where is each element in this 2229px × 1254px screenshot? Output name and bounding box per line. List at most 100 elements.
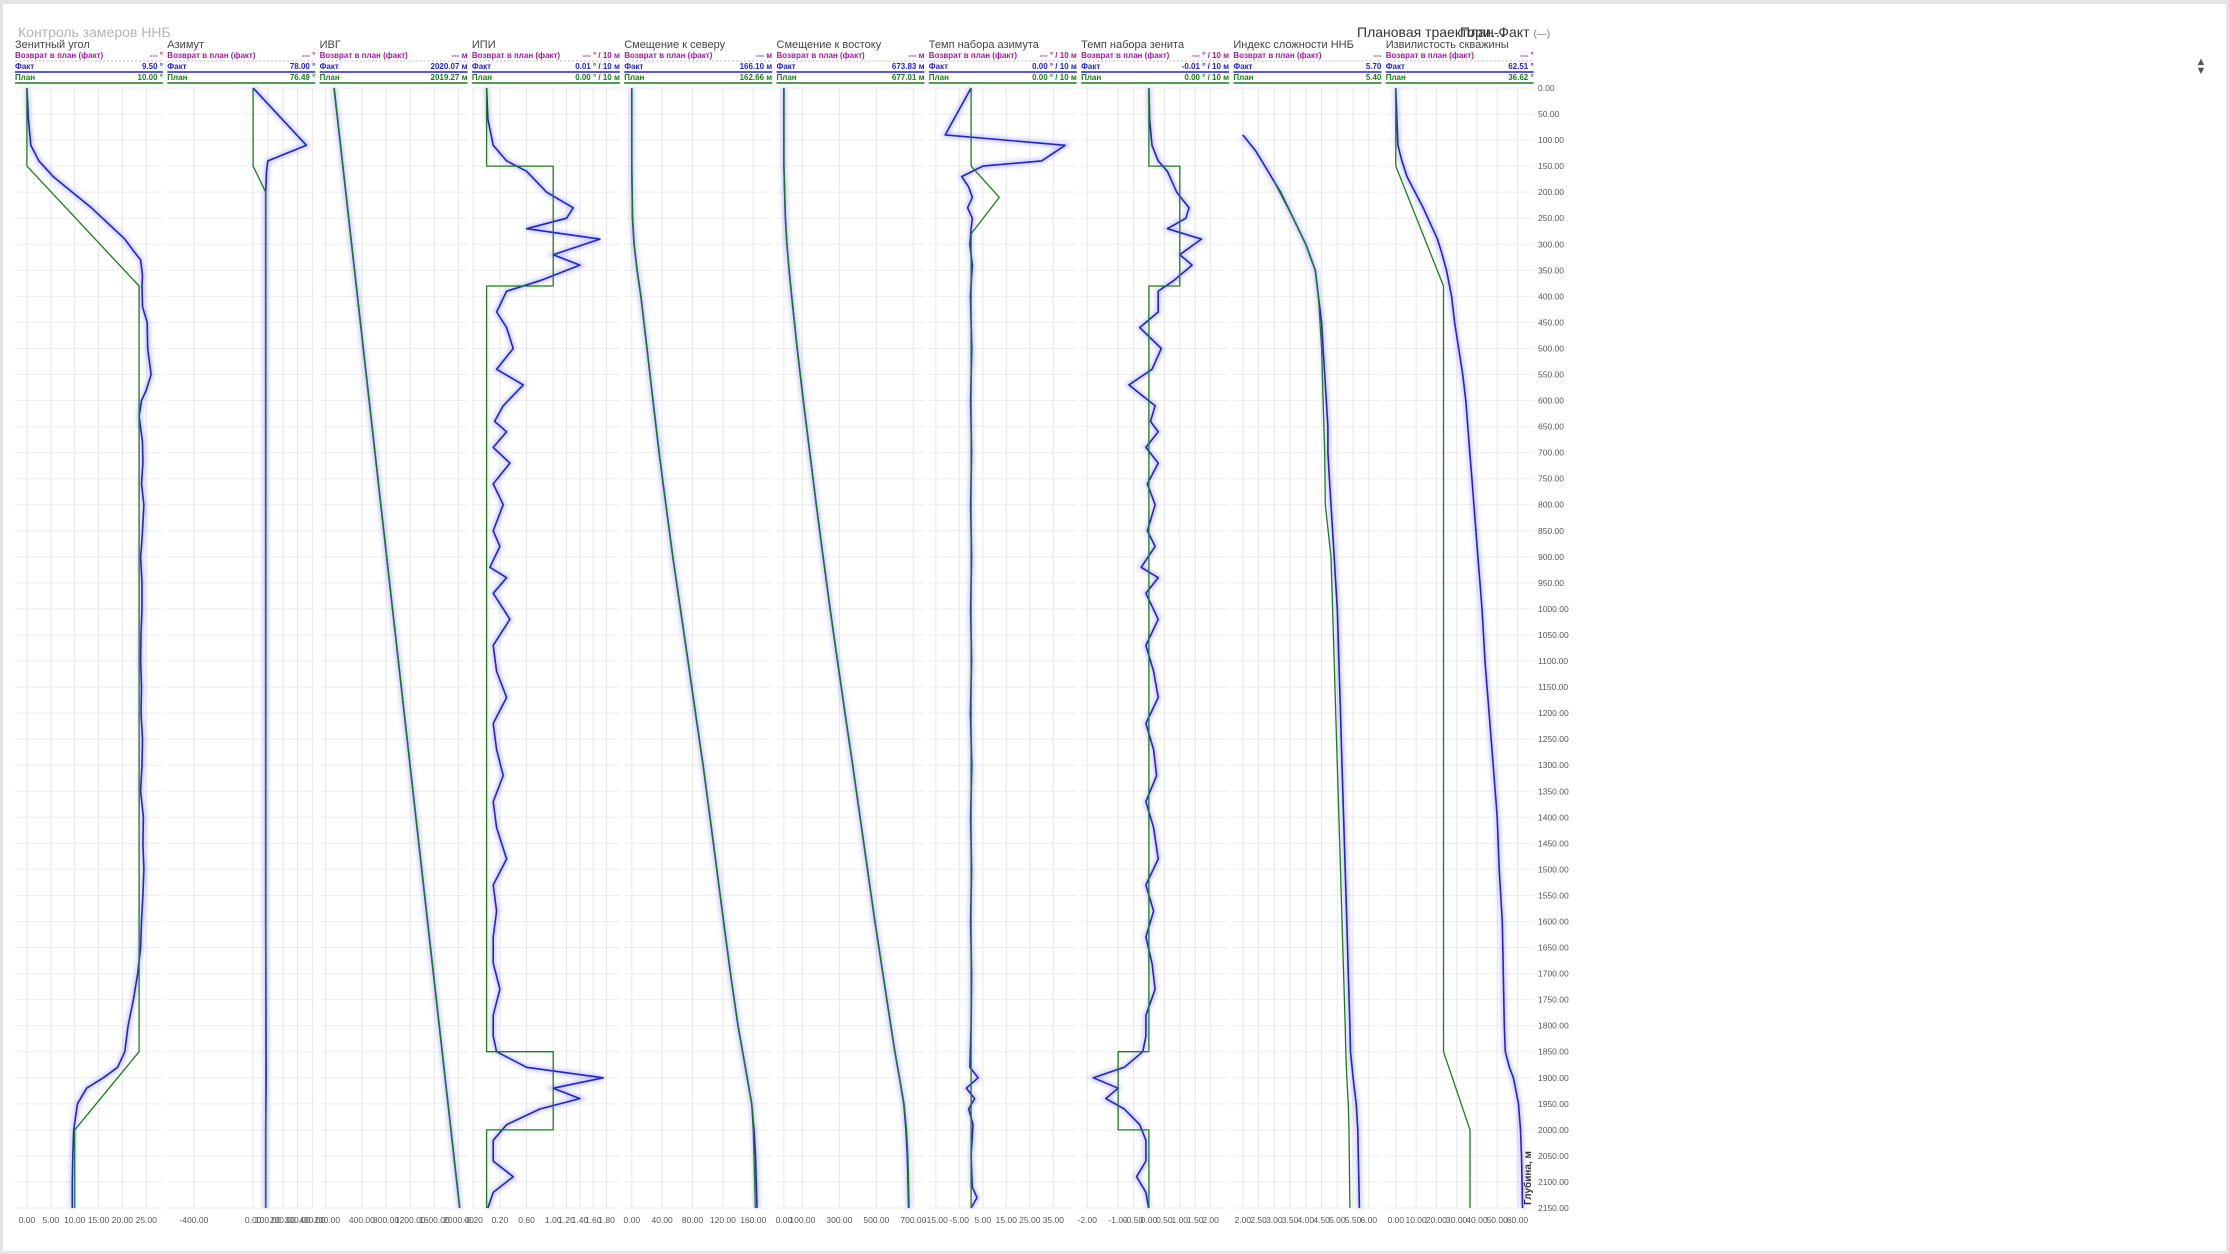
x-tick-label: 1.60 xyxy=(585,1215,602,1225)
sort-icon[interactable]: ▲ ▼ xyxy=(2195,56,2207,77)
y-tick-label: 850.00 xyxy=(1538,526,1564,536)
x-tick-label: 15.00 xyxy=(996,1215,1018,1225)
return-label: Возврат в план (факт) xyxy=(1386,51,1475,60)
plan-label: План xyxy=(929,73,949,82)
track-title: Темп набора зенита xyxy=(1081,39,1185,51)
fact-glow xyxy=(941,86,1073,1210)
plan-series-line xyxy=(783,88,910,1209)
fact-label: Факт xyxy=(929,62,948,71)
y-tick-label: 2050.00 xyxy=(1538,1151,1569,1161)
track-title: Зенитный угол xyxy=(15,39,90,51)
plan-series-line xyxy=(631,88,756,1209)
y-tick-label: 1700.00 xyxy=(1538,969,1569,979)
track-title: Смещение к востоку xyxy=(777,39,882,51)
return-value: --- м xyxy=(451,51,467,60)
y-tick-label: 250.00 xyxy=(1538,213,1564,223)
x-tick-label: 1.80 xyxy=(598,1215,615,1225)
x-tick-label: 1.00 xyxy=(1171,1215,1188,1225)
x-tick-label: 1.40 xyxy=(572,1215,589,1225)
x-tick-label: 100.00 xyxy=(789,1215,815,1225)
plan-series-line xyxy=(1117,88,1181,1208)
x-tick-label: 0.00 xyxy=(1141,1215,1158,1225)
x-tick-label: 10.00 xyxy=(1405,1215,1427,1225)
track-title: Индекс сложности ННБ xyxy=(1233,39,1353,51)
x-tick-label: -200.00 xyxy=(311,1215,340,1225)
y-tick-label: 650.00 xyxy=(1538,422,1564,432)
track-title: Смещение к северу xyxy=(624,39,725,51)
x-tick-label: 1.00 xyxy=(545,1215,562,1225)
track-title: Азимут xyxy=(167,39,204,51)
x-tick-label: 25.00 xyxy=(136,1215,158,1225)
x-tick-label: 3.00 xyxy=(1266,1215,1283,1225)
x-tick-label: -0.20 xyxy=(464,1215,484,1225)
fact-label: Факт xyxy=(1081,62,1100,71)
plan-fact-extra: (—) xyxy=(1533,29,1551,40)
fact-glow xyxy=(24,87,154,1208)
fact-value: 9.50 ° xyxy=(142,62,163,71)
x-tick-label: 300.00 xyxy=(826,1215,852,1225)
return-value: --- xyxy=(1373,51,1381,60)
plan-value: 36.62 ° xyxy=(1508,73,1533,82)
x-tick-label: 800.00 xyxy=(373,1215,399,1225)
y-tick-label: 1600.00 xyxy=(1538,916,1569,926)
y-tick-label: 1100.00 xyxy=(1538,656,1568,666)
y-tick-label: 550.00 xyxy=(1538,370,1564,380)
y-tick-label: 1900.00 xyxy=(1538,1073,1569,1083)
x-tick-label: 6.00 xyxy=(1361,1215,1378,1225)
fact-value: 62.51 ° xyxy=(1508,62,1533,71)
fact-value: 166.10 м xyxy=(740,62,773,71)
x-tick-label: 20.00 xyxy=(112,1215,134,1225)
y-tick-label: 50.00 xyxy=(1538,109,1560,119)
x-tick-label: 0.00 xyxy=(776,1215,793,1225)
y-tick-label: 950.00 xyxy=(1538,578,1564,588)
x-tick-label: 5.50 xyxy=(1345,1215,1362,1225)
y-tick-label: 750.00 xyxy=(1538,474,1564,484)
fact-value: 5.70 xyxy=(1366,62,1382,71)
return-value: --- ° / 10 м xyxy=(1192,51,1229,60)
x-tick-label: 5.00 xyxy=(43,1215,60,1225)
y-tick-label: 1850.00 xyxy=(1538,1047,1569,1057)
plan-value: 2019.27 м xyxy=(431,73,468,82)
x-tick-label: 1600.00 xyxy=(419,1215,450,1225)
fact-label: Факт xyxy=(472,62,491,71)
fact-value: 0.01 ° / 10 м xyxy=(575,62,620,71)
x-tick-label: 5.00 xyxy=(1329,1215,1346,1225)
track-grid xyxy=(624,87,773,1209)
plan-series-line xyxy=(26,88,140,1208)
return-label: Возврат в план (факт) xyxy=(1081,51,1170,60)
y-tick-label: 1450.00 xyxy=(1538,838,1569,848)
y-tick-label: 1750.00 xyxy=(1538,995,1569,1005)
x-tick-label: 300.00 xyxy=(285,1215,311,1225)
fact-label: Факт xyxy=(777,62,796,71)
return-value: --- м xyxy=(908,51,924,60)
x-tick-label: 20.00 xyxy=(1426,1215,1448,1225)
x-tick-label: 2000.00 xyxy=(443,1215,474,1225)
plan-value: 5.40 xyxy=(1366,73,1382,82)
fact-value: 0.00 ° / 10 м xyxy=(1032,62,1077,71)
x-tick-label: 1.20 xyxy=(558,1215,575,1225)
x-tick-label: 80.00 xyxy=(682,1215,704,1225)
plan-fact-button[interactable]: План-Факт (—) xyxy=(1460,24,1550,40)
fact-label: Факт xyxy=(167,62,186,71)
y-tick-label: 2000.00 xyxy=(1538,1125,1569,1135)
x-tick-label: 4.00 xyxy=(1298,1215,1315,1225)
fact-glow xyxy=(1240,133,1362,1209)
y-tick-label: 700.00 xyxy=(1538,448,1564,458)
fact-label: Факт xyxy=(624,62,643,71)
fact-series-line xyxy=(944,87,1066,1209)
planned-trajectory-button[interactable]: Плановая траектори… xyxy=(1357,24,1505,40)
return-label: Возврат в план (факт) xyxy=(15,51,104,60)
fact-value: 673.83 м xyxy=(892,62,925,71)
track-title: ИПИ xyxy=(472,39,496,51)
x-tick-label: 100.00 xyxy=(255,1215,281,1225)
x-tick-label: 2.50 xyxy=(1250,1215,1267,1225)
x-tick-label: 40.00 xyxy=(1466,1215,1488,1225)
plan-fact-label: План-Факт xyxy=(1460,24,1530,40)
x-tick-label: 0.00 xyxy=(1388,1215,1405,1225)
plan-series-line xyxy=(252,88,267,1208)
